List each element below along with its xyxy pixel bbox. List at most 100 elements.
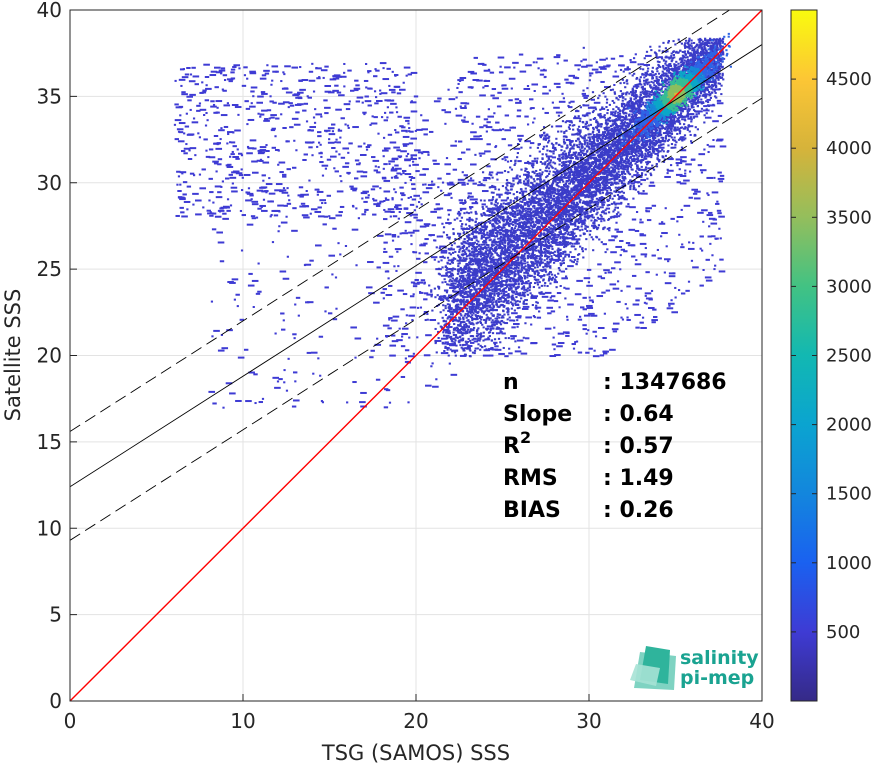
density-cell	[214, 185, 222, 188]
density-cell	[454, 257, 457, 260]
density-cell	[588, 312, 595, 315]
density-cell	[639, 63, 645, 66]
density-cell	[183, 132, 186, 135]
density-cell	[533, 89, 536, 92]
density-cell	[621, 125, 624, 128]
density-cell	[681, 243, 684, 246]
density-cell	[292, 399, 300, 402]
density-cell	[486, 236, 490, 239]
density-cell	[611, 99, 614, 102]
density-cell	[403, 66, 411, 69]
density-cell	[662, 143, 665, 146]
density-cell	[529, 154, 532, 157]
density-cell	[277, 230, 280, 233]
density-cell	[434, 339, 442, 342]
density-cell	[324, 106, 331, 109]
density-cell	[696, 128, 699, 131]
density-cell	[666, 168, 669, 171]
density-cell	[593, 153, 596, 156]
density-cell	[246, 223, 254, 226]
density-cell	[243, 173, 251, 176]
density-cell	[384, 99, 391, 102]
density-cell	[560, 153, 568, 156]
density-cell	[383, 247, 386, 250]
density-cell	[635, 101, 638, 104]
density-cell	[355, 264, 358, 267]
density-cell	[222, 406, 225, 409]
density-cell	[596, 129, 599, 132]
density-cell	[654, 73, 657, 76]
density-cell	[211, 212, 217, 215]
density-cell	[553, 106, 560, 109]
density-cell	[219, 138, 222, 141]
density-cell	[328, 138, 331, 141]
density-cell	[513, 66, 516, 69]
density-cell	[469, 198, 477, 201]
density-cell	[483, 176, 491, 179]
density-cell	[567, 160, 571, 163]
density-cell	[440, 352, 448, 355]
density-cell	[580, 306, 585, 309]
density-cell	[414, 129, 417, 132]
density-cell	[309, 212, 312, 215]
density-cell	[233, 64, 241, 67]
density-cell	[446, 172, 451, 175]
density-cell	[623, 198, 628, 201]
density-cell	[538, 143, 542, 146]
density-cell	[179, 68, 185, 71]
density-cell	[548, 272, 551, 275]
density-cell	[538, 189, 542, 192]
density-cell	[630, 158, 634, 161]
density-cell	[270, 83, 273, 86]
density-cell	[471, 314, 474, 317]
density-cell	[499, 267, 502, 270]
density-cell	[599, 214, 602, 217]
density-cell	[429, 319, 437, 322]
density-cell	[637, 190, 640, 193]
density-cell	[633, 145, 636, 148]
density-cell	[469, 312, 472, 315]
density-cell	[653, 315, 658, 318]
density-cell	[488, 236, 491, 239]
density-cell	[449, 181, 454, 184]
density-cell	[458, 331, 461, 334]
density-cell	[699, 247, 702, 250]
density-cell	[598, 66, 606, 69]
density-cell	[252, 147, 257, 150]
density-cell	[444, 246, 447, 249]
density-cell	[458, 238, 461, 241]
density-cell	[230, 71, 235, 74]
density-cell	[202, 89, 207, 92]
density-cell	[408, 142, 414, 145]
density-cell	[687, 66, 690, 69]
density-cell	[465, 235, 469, 238]
density-cell	[287, 357, 290, 360]
density-cell	[410, 243, 413, 246]
density-cell	[467, 179, 475, 182]
density-cell	[215, 71, 223, 74]
density-cell	[533, 207, 536, 210]
density-cell	[441, 255, 444, 258]
density-cell	[364, 100, 372, 103]
density-cell	[249, 70, 256, 73]
density-cell	[419, 291, 424, 294]
density-cell	[575, 162, 580, 165]
density-cell	[593, 171, 597, 174]
density-cell	[720, 39, 723, 42]
density-cell	[375, 378, 381, 381]
density-cell	[506, 230, 509, 233]
density-cell	[651, 321, 656, 324]
density-cell	[645, 297, 653, 300]
density-cell	[304, 263, 312, 266]
density-cell	[605, 289, 611, 292]
density-cell	[524, 198, 527, 201]
density-cell	[236, 305, 239, 308]
density-cell	[425, 384, 432, 387]
density-cell	[629, 61, 637, 64]
density-cell	[226, 209, 231, 212]
density-cell	[514, 350, 522, 353]
density-cell	[703, 148, 706, 151]
density-cell	[445, 326, 453, 329]
density-cell	[535, 169, 538, 172]
density-cell	[403, 207, 409, 210]
